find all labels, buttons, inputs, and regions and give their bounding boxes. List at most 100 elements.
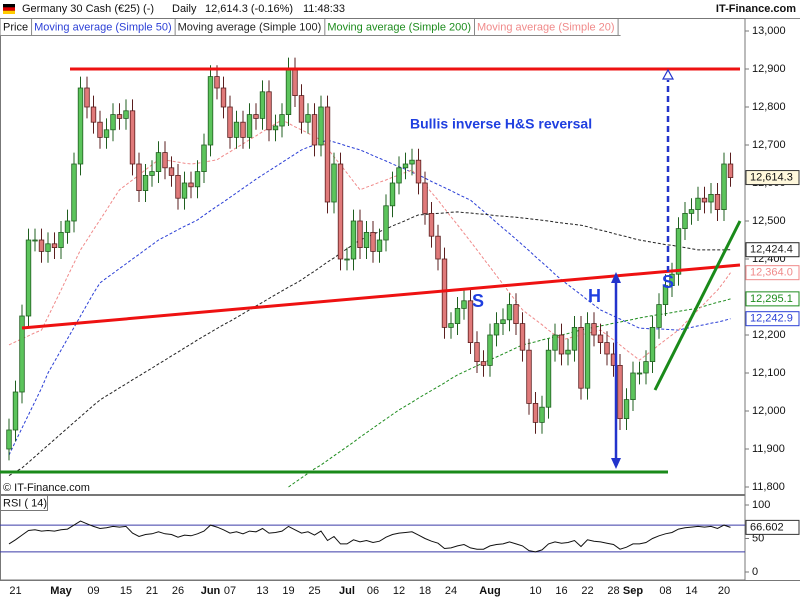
candle-body <box>636 372 643 375</box>
last-value-box <box>745 242 800 258</box>
candle-body <box>175 174 181 199</box>
moving-average <box>8 211 731 477</box>
candle-body <box>604 342 610 355</box>
shoulder-label: S <box>662 272 674 292</box>
legend: Price Moving average (Simple 50) Moving av… <box>0 19 621 36</box>
candle-body <box>513 304 519 325</box>
candle-body <box>370 231 376 252</box>
candle-body <box>259 91 266 119</box>
candle-body <box>32 239 38 242</box>
trend-line <box>653 220 742 391</box>
candle-body <box>103 129 110 138</box>
candle-body <box>344 258 350 261</box>
instrument: Germany 30 Cash (€25) (-) <box>22 3 154 15</box>
neckline <box>21 263 741 330</box>
candle-body <box>25 239 32 317</box>
period: Daily <box>172 3 197 15</box>
x-tick-label: 08 <box>659 585 671 597</box>
y-tick-label: 12,100 <box>752 367 786 379</box>
candle-body <box>77 87 84 165</box>
candle-body <box>669 273 675 287</box>
time: 11:48:33 <box>303 3 345 15</box>
candle-body <box>584 323 591 389</box>
annotations: Bullis inverse H&S reversal S H S <box>0 67 742 474</box>
candle-body <box>402 163 409 169</box>
x-tick-label: 12 <box>393 585 405 597</box>
candle-body <box>591 323 597 336</box>
candle-body <box>64 220 71 233</box>
candle-body <box>461 300 467 309</box>
candle-body <box>90 106 97 123</box>
y-tick-label: 11,900 <box>752 443 785 455</box>
y-tick-label: 50 <box>752 532 764 544</box>
candle-body <box>727 163 734 178</box>
candle-body <box>532 402 539 423</box>
candle-body <box>630 372 636 401</box>
last-value-label: 12,242.9 <box>750 313 793 325</box>
candle-body <box>597 334 604 343</box>
candle-body <box>233 121 240 138</box>
candle-body <box>240 121 246 138</box>
last-value-box <box>745 265 800 281</box>
flag-icon-band <box>3 10 15 14</box>
candle-body <box>207 76 214 146</box>
rsi-line <box>8 520 731 553</box>
candle-body <box>188 182 194 188</box>
rsi-title: RSI ( 14) <box>3 497 47 509</box>
candle-body <box>51 243 58 249</box>
candle-body <box>448 323 454 328</box>
y-tick-label: 12,200 <box>752 329 786 341</box>
x-tick-label: Sep <box>623 585 643 597</box>
y-tick-label: 12,800 <box>752 101 786 113</box>
x-tick-label: May <box>50 585 72 597</box>
y-tick-label: 13,000 <box>752 25 786 37</box>
candle-body <box>168 167 175 176</box>
arrow-head <box>611 272 621 283</box>
candle-body <box>71 163 77 222</box>
candle-body <box>253 114 259 119</box>
candle-body <box>220 87 227 108</box>
candle-body <box>110 114 116 131</box>
last-value-box <box>745 291 800 307</box>
candle-body <box>662 285 669 306</box>
last-value-box <box>745 519 800 535</box>
candle-body <box>565 349 571 355</box>
y-tick-label: 12,900 <box>752 63 786 75</box>
pattern-title: Bullis inverse H&S reversal <box>410 116 592 132</box>
candle-body <box>201 144 207 173</box>
candle-body <box>623 399 630 420</box>
candle-body <box>19 315 25 393</box>
candle-body <box>214 76 220 89</box>
candle-body <box>350 220 357 260</box>
x-tick-label: Aug <box>479 585 500 597</box>
x-tick-label: 14 <box>685 585 697 597</box>
legend-bar <box>0 19 745 35</box>
candle-body <box>383 205 389 241</box>
x-tick-label: 07 <box>224 585 236 597</box>
candle-body <box>38 239 45 252</box>
candle-body <box>714 193 721 210</box>
candle-body <box>123 110 129 119</box>
legend-entry: Moving average (Simple 20) <box>477 21 615 33</box>
candle-body <box>656 304 662 328</box>
arrow-head <box>661 68 675 80</box>
moving-average <box>8 139 731 456</box>
candle-body <box>695 197 701 210</box>
head-label: H <box>588 286 601 306</box>
candle-body <box>45 243 51 252</box>
candle-body <box>363 231 370 248</box>
y-tick-label: 12,000 <box>752 405 786 417</box>
candle-body <box>552 334 558 351</box>
candle-body <box>721 163 727 210</box>
candle-body <box>422 182 428 214</box>
quote: 12,614.3 (-0.16%) <box>205 3 293 15</box>
candle-body <box>558 334 565 355</box>
price-plot <box>6 57 734 488</box>
x-tick-label: 22 <box>581 585 593 597</box>
candle-body <box>129 110 136 165</box>
x-tick-label: 09 <box>87 585 99 597</box>
candle-body <box>428 212 435 237</box>
candle-body <box>6 429 12 450</box>
candle-body <box>675 228 682 275</box>
